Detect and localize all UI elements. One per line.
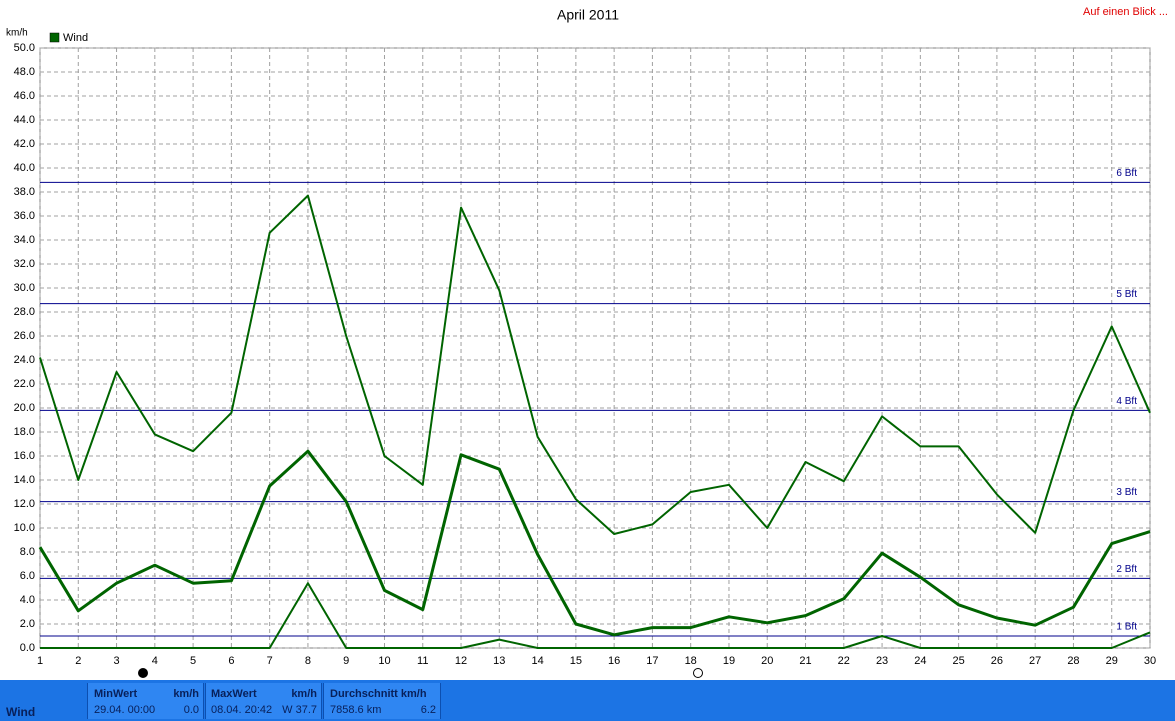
wind-line [39, 194, 1151, 535]
x-tick-label: 19 [723, 655, 735, 667]
x-tick-label: 1 [37, 655, 43, 667]
y-tick-label: 50.0 [14, 42, 35, 54]
beaufort-label: 1 Bft [1116, 622, 1137, 633]
wind-line [38, 449, 1151, 637]
x-tick-label: 9 [343, 655, 349, 667]
min-unit: km/h [173, 688, 199, 700]
x-tick-label: 24 [914, 655, 926, 667]
x-tick-label: 22 [838, 655, 850, 667]
y-tick-label: 38.0 [14, 186, 35, 198]
y-tick-label: 4.0 [20, 594, 35, 606]
min-box: MinWert km/h 29.04. 00:00 0.0 [87, 683, 204, 719]
y-tick-label: 8.0 [20, 546, 35, 558]
x-tick-label: 10 [378, 655, 390, 667]
max-box: MaxWert km/h 08.04. 20:42 W 37.7 [205, 683, 322, 719]
y-tick-label: 16.0 [14, 450, 35, 462]
stats-label: Wind [6, 705, 36, 719]
x-tick-label: 17 [646, 655, 658, 667]
x-tick-label: 7 [267, 655, 273, 667]
beaufort-label: 3 Bft [1116, 487, 1137, 498]
moon-new-icon [693, 668, 703, 678]
y-tick-label: 22.0 [14, 378, 35, 390]
beaufort-label: 2 Bft [1116, 564, 1137, 575]
x-tick-label: 8 [305, 655, 311, 667]
y-tick-label: 40.0 [14, 162, 35, 174]
x-tick-label: 6 [228, 655, 234, 667]
y-tick-label: 24.0 [14, 354, 35, 366]
x-tick-label: 23 [876, 655, 888, 667]
beaufort-label: 6 Bft [1116, 168, 1137, 179]
x-tick-label: 14 [531, 655, 543, 667]
y-tick-label: 20.0 [14, 402, 35, 414]
y-tick-label: 36.0 [14, 210, 35, 222]
y-tick-label: 30.0 [14, 282, 35, 294]
beaufort-label: 4 Bft [1116, 396, 1137, 407]
y-tick-label: 34.0 [14, 234, 35, 246]
x-tick-label: 11 [417, 655, 428, 667]
y-tick-label: 48.0 [14, 66, 35, 78]
y-tick-label: 14.0 [14, 474, 35, 486]
x-tick-label: 2 [75, 655, 81, 667]
x-tick-label: 21 [799, 655, 811, 667]
x-tick-label: 20 [761, 655, 773, 667]
y-tick-label: 12.0 [14, 498, 35, 510]
min-title: MinWert [94, 688, 138, 700]
y-tick-label: 0.0 [20, 642, 35, 654]
chart-title: April 2011 [557, 7, 619, 23]
max-when: 08.04. 20:42 [211, 704, 273, 716]
y-tick-label: 2.0 [20, 618, 35, 630]
x-tick-label: 29 [1106, 655, 1118, 667]
x-tick-label: 26 [991, 655, 1003, 667]
x-tick-label: 25 [952, 655, 964, 667]
avg-box: Durchschnitt km/h 7858.6 km 6.2 [323, 683, 441, 719]
max-title: MaxWert [211, 688, 257, 700]
x-tick-label: 27 [1029, 655, 1041, 667]
legend-swatch [49, 32, 60, 43]
x-tick-label: 5 [190, 655, 196, 667]
legend-label: Wind [63, 32, 88, 44]
max-value: W 37.7 [282, 704, 317, 716]
x-tick-label: 18 [685, 655, 697, 667]
y-tick-label: 28.0 [14, 306, 35, 318]
avg-when: 7858.6 km [330, 704, 382, 716]
plot-frame [39, 47, 1151, 649]
stats-bar: Wind MinWert km/h 29.04. 00:00 0.0 MaxWe… [0, 680, 1175, 721]
overview-link[interactable]: Auf einen Blick ... [1083, 6, 1168, 18]
y-tick-label: 46.0 [14, 90, 35, 102]
x-tick-label: 13 [493, 655, 505, 667]
x-tick-label: 4 [152, 655, 158, 667]
x-tick-label: 3 [113, 655, 119, 667]
moon-full-icon [138, 668, 148, 678]
y-axis-label: km/h [6, 28, 28, 39]
beaufort-label: 5 Bft [1116, 289, 1137, 300]
y-tick-label: 44.0 [14, 114, 35, 126]
y-tick-label: 6.0 [20, 570, 35, 582]
y-tick-label: 42.0 [14, 138, 35, 150]
x-tick-label: 12 [455, 655, 467, 667]
avg-title: Durchschnitt km/h [330, 688, 427, 700]
y-tick-label: 10.0 [14, 522, 35, 534]
x-tick-label: 15 [570, 655, 582, 667]
avg-value: 6.2 [420, 704, 436, 716]
x-tick-label: 16 [608, 655, 620, 667]
x-tick-label: 30 [1144, 655, 1156, 667]
chart: April 2011 Auf einen Blick ... km/h Wind… [6, 6, 1168, 678]
min-value: 0.0 [183, 704, 199, 716]
wind-line [40, 582, 1151, 649]
x-tick-label: 28 [1067, 655, 1079, 667]
y-tick-label: 26.0 [14, 330, 35, 342]
min-when: 29.04. 00:00 [94, 704, 156, 716]
y-tick-label: 32.0 [14, 258, 35, 270]
y-tick-label: 18.0 [14, 426, 35, 438]
max-unit: km/h [291, 688, 317, 700]
